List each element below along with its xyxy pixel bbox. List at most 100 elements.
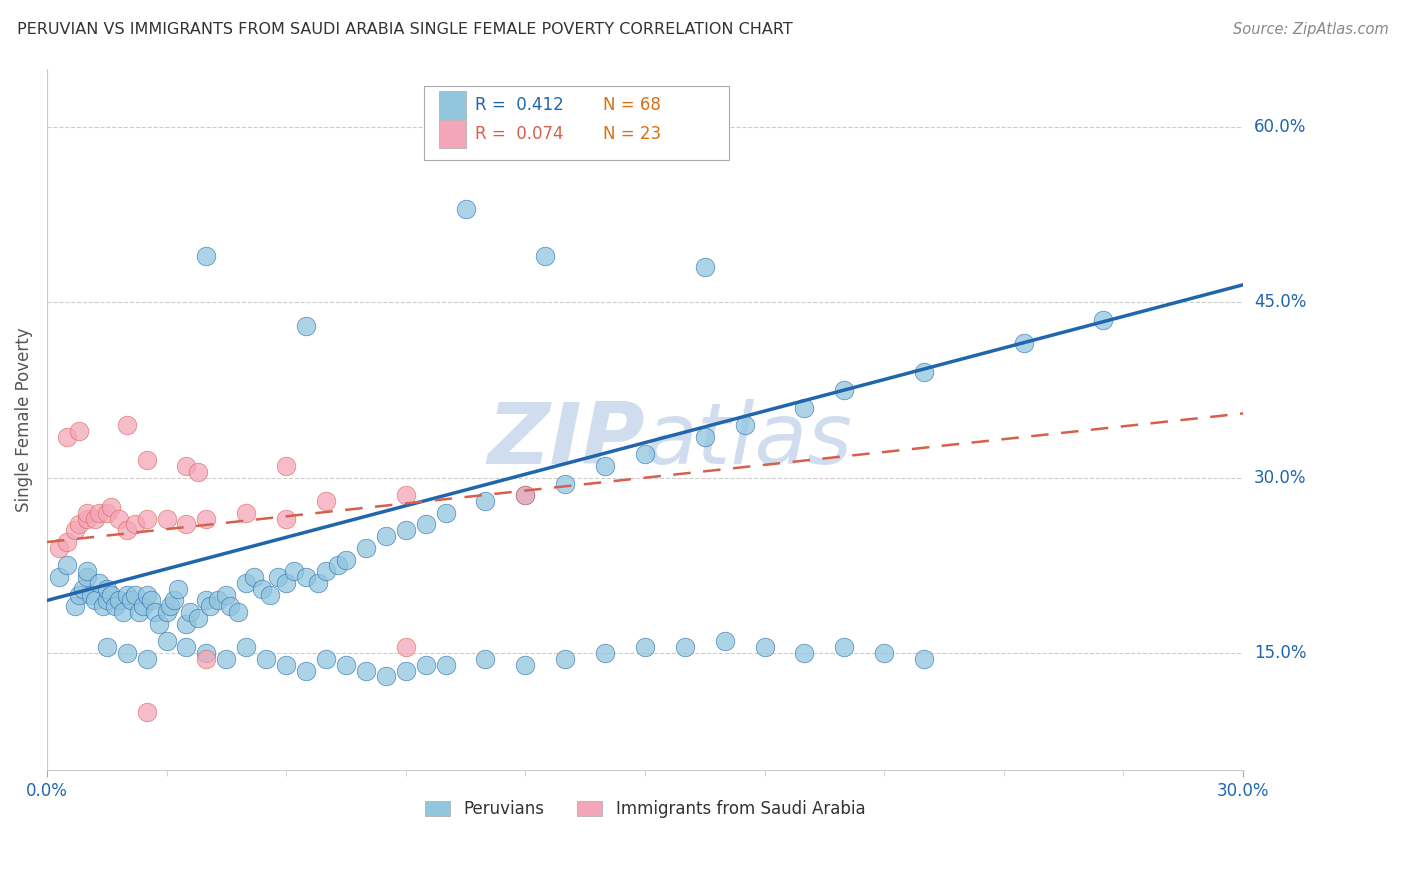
Point (534, 249, 557, 263)
Point (673, 640, 696, 655)
Point (395, 524, 418, 538)
Point (415, 517, 437, 532)
Point (912, 652, 935, 666)
Point (593, 646, 616, 660)
Point (163, 593, 186, 607)
Point (104, 599, 127, 614)
Point (135, 588, 157, 602)
Point (67, 517, 90, 532)
Point (395, 488, 418, 502)
Point (176, 517, 198, 532)
Point (135, 453, 157, 467)
Point (335, 657, 357, 672)
Point (195, 652, 218, 666)
Point (793, 646, 815, 660)
Point (395, 640, 418, 655)
Point (124, 588, 146, 602)
Point (131, 599, 153, 614)
Point (1012, 336, 1035, 351)
Point (159, 599, 181, 614)
Point (354, 664, 377, 678)
Point (226, 605, 249, 619)
Point (115, 418, 138, 433)
Point (474, 494, 496, 508)
Point (912, 366, 935, 380)
Point (83, 593, 105, 607)
Point (87, 506, 110, 520)
Point (67, 588, 90, 602)
Point (315, 564, 337, 578)
Point (135, 652, 157, 666)
Point (115, 524, 138, 538)
Point (693, 430, 716, 444)
Point (195, 511, 218, 525)
Point (326, 558, 349, 573)
Point (215, 652, 238, 666)
Point (76, 506, 98, 520)
Point (115, 646, 138, 660)
Text: PERUVIAN VS IMMIGRANTS FROM SAUDI ARABIA SINGLE FEMALE POVERTY CORRELATION CHART: PERUVIAN VS IMMIGRANTS FROM SAUDI ARABIA… (17, 22, 793, 37)
Point (283, 564, 305, 578)
Point (111, 605, 134, 619)
Point (254, 652, 277, 666)
Point (395, 664, 418, 678)
Point (873, 646, 896, 660)
Point (315, 652, 337, 666)
Point (124, 517, 146, 532)
Point (754, 640, 776, 655)
Point (515, 488, 537, 502)
Point (215, 588, 238, 602)
Point (307, 576, 329, 591)
Point (195, 249, 218, 263)
Point (176, 458, 198, 473)
Point (176, 616, 198, 631)
Text: R =  0.074: R = 0.074 (475, 125, 564, 143)
Point (48, 541, 70, 555)
Point (374, 529, 396, 543)
Point (76, 564, 98, 578)
Text: atlas: atlas (645, 399, 853, 482)
Point (128, 605, 150, 619)
Point (713, 634, 735, 648)
Point (274, 576, 297, 591)
Point (207, 593, 229, 607)
Point (96, 640, 118, 655)
Point (96, 593, 118, 607)
Point (179, 605, 201, 619)
Text: Source: ZipAtlas.com: Source: ZipAtlas.com (1233, 22, 1389, 37)
Point (235, 506, 257, 520)
Point (554, 476, 576, 491)
Point (374, 669, 396, 683)
Point (91, 599, 114, 614)
Point (72, 582, 94, 596)
Point (593, 458, 616, 473)
Point (48, 570, 70, 584)
Point (335, 552, 357, 566)
Text: N = 23: N = 23 (603, 125, 661, 143)
Point (100, 500, 122, 514)
Point (474, 652, 496, 666)
Point (143, 605, 166, 619)
Point (107, 511, 129, 525)
Point (195, 593, 218, 607)
Point (1092, 313, 1115, 327)
Point (100, 588, 122, 602)
Text: 60.0%: 60.0% (1254, 118, 1306, 136)
Text: 45.0%: 45.0% (1254, 293, 1306, 311)
Point (834, 640, 856, 655)
Point (80, 588, 103, 602)
Point (83, 511, 105, 525)
Point (56, 558, 79, 573)
Point (267, 570, 290, 584)
Point (63, 524, 86, 538)
Bar (439, 120, 465, 148)
Point (434, 506, 457, 520)
Point (148, 616, 170, 631)
Point (76, 511, 98, 525)
Point (434, 657, 457, 672)
Point (187, 465, 209, 479)
Point (167, 582, 190, 596)
Point (76, 570, 98, 584)
Point (243, 570, 266, 584)
Point (67, 424, 90, 438)
